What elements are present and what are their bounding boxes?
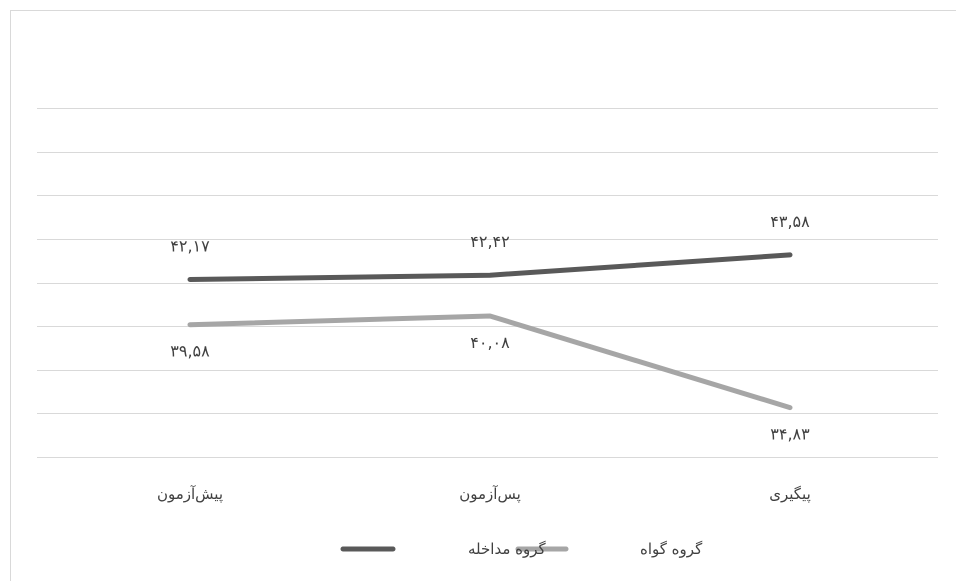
data-label: ۴۲,۱۷: [170, 237, 210, 256]
data-label: ۴۲,۴۲: [470, 232, 509, 251]
series-line-intervention: [187, 252, 793, 282]
x-tick-label: پیگیری: [769, 485, 811, 504]
x-tick-label: پس‌آزمون: [459, 485, 521, 504]
legend-label: گروه مداخله: [468, 540, 547, 558]
series-lines: [187, 252, 793, 411]
data-label: ۴۳,۵۸: [770, 212, 810, 231]
data-label: ۴۰,۰۸: [470, 333, 510, 352]
series-line-control: [187, 313, 793, 411]
x-axis-tick-labels: پیش‌آزمون پس‌آزمون پیگیری: [157, 485, 811, 504]
legend-label: گروه گواه: [640, 540, 703, 558]
legend-item: گروه مداخله: [340, 540, 547, 558]
legend-item: گروه گواه: [515, 540, 703, 558]
data-labels: ۴۲,۱۷ ۴۲,۴۲ ۴۳,۵۸ ۳۹,۵۸ ۴۰,۰۸ ۳۴,۸۳: [170, 212, 810, 444]
legend: گروه گواه گروه مداخله: [340, 540, 703, 558]
data-label: ۳۴,۸۳: [770, 425, 810, 444]
data-label: ۳۹,۵۸: [170, 342, 210, 361]
x-tick-label: پیش‌آزمون: [157, 485, 223, 504]
gridlines: [37, 108, 938, 458]
chart-frame: [10, 10, 956, 581]
